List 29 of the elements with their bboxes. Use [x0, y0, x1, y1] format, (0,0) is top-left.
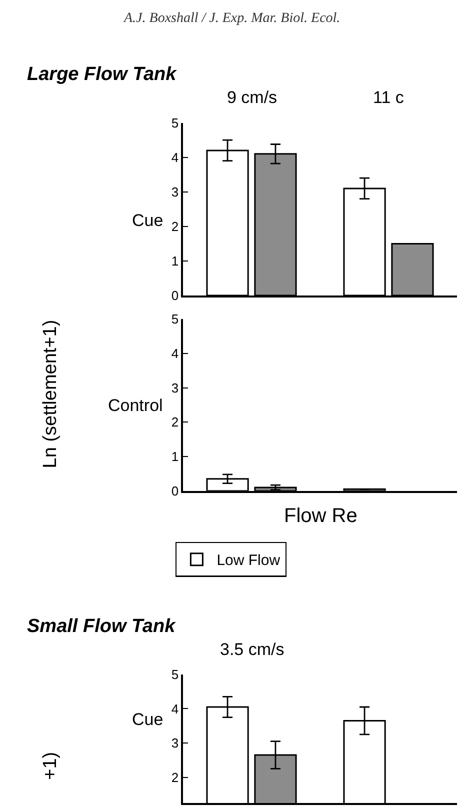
- y-tick-label: 1: [171, 449, 179, 464]
- x-tick-label: 11 c: [373, 88, 404, 107]
- legend-label: Low Flow: [216, 552, 280, 570]
- text: A.J. Boxshall / J. Exp. Mar. Biol. Ecol.: [123, 11, 340, 26]
- y-tick-label: 5: [171, 312, 179, 327]
- chart-title: Large Flow Tank: [27, 64, 178, 85]
- y-tick-label: 0: [171, 288, 179, 304]
- x-axis-title: Flow Re: [284, 505, 358, 527]
- chart-title: Small Flow Tank: [27, 616, 177, 637]
- y-tick-label: 2: [171, 414, 179, 430]
- y-axis-title: Cue: [132, 710, 164, 729]
- y-tick-label: 3: [171, 380, 179, 396]
- y-tick-label: 0: [171, 483, 179, 498]
- y-axis-title: Cue: [132, 211, 164, 230]
- y-tick-label: 4: [171, 701, 179, 716]
- y-tick-label: 3: [171, 184, 179, 200]
- y-tick-label: 2: [171, 219, 179, 234]
- y-tick-label: 2: [171, 770, 179, 785]
- y-tick-label: 5: [171, 115, 179, 130]
- y-tick-label: 5: [171, 666, 179, 682]
- text: Ln (settlement+1): [40, 320, 61, 468]
- x-tick-label: 9 cm/s: [227, 88, 278, 107]
- y-axis-title: Control: [108, 396, 163, 415]
- x-tick-label: 3.5 cm/s: [220, 640, 284, 659]
- y-tick-label: 1: [171, 254, 179, 269]
- y-tick-label: 3: [171, 736, 179, 751]
- y-tick-label: 4: [171, 346, 179, 362]
- text: +1): [40, 752, 62, 780]
- y-tick-label: 4: [171, 150, 179, 165]
